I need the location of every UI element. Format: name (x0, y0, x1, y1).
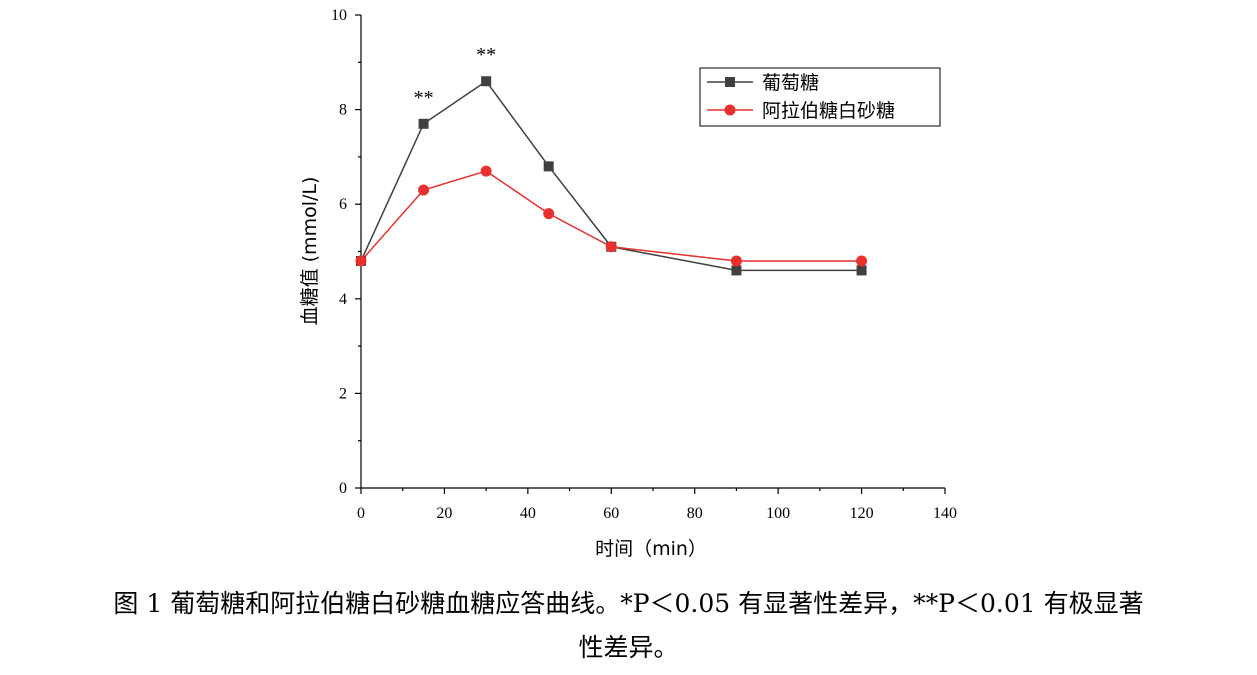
legend-label: 阿拉伯糖白砂糖 (762, 100, 895, 122)
y-axis-label: 血糖值 (mmol/L) (299, 177, 321, 326)
legend-box (699, 67, 941, 127)
series-2-point (543, 208, 555, 220)
series-2-point (355, 255, 367, 267)
x-tick-label: 40 (520, 505, 536, 522)
y-tick-label: 8 (339, 102, 347, 119)
y-tick-label: 10 (331, 7, 347, 24)
series-1-point (543, 161, 554, 172)
series-2-point (605, 241, 617, 253)
x-tick-label: 140 (933, 505, 957, 522)
legend-marker (724, 104, 736, 116)
x-axis-ticks: 0 20 40 60 80 100 120 140 (357, 488, 957, 522)
y-axis-ticks: 0 2 4 6 8 10 (331, 7, 361, 497)
x-tick-label: 60 (603, 505, 619, 522)
series-2-point (418, 184, 430, 196)
series-layer (355, 76, 868, 276)
significance-annotations: ** ** (414, 44, 497, 109)
legend-label: 葡萄糖 (762, 72, 819, 94)
y-tick-label: 0 (339, 480, 347, 497)
y-tick-label: 6 (339, 196, 347, 213)
series-1-point (856, 265, 867, 276)
x-tick-label: 20 (436, 505, 452, 522)
significance-marker: ** (414, 87, 434, 109)
x-tick-label: 120 (850, 505, 874, 522)
x-tick-label: 0 (357, 505, 365, 522)
x-tick-label: 80 (687, 505, 703, 522)
caption-line-1: 图 1 葡萄糖和阿拉伯糖白砂糖血糖应答曲线。*P＜0.05 有显著性差异，**P… (113, 589, 1144, 618)
series-1-point (481, 76, 492, 87)
y-tick-label: 4 (339, 291, 347, 308)
series-2-point (856, 255, 868, 267)
x-tick-label: 100 (766, 505, 790, 522)
series-1-point (731, 265, 742, 276)
x-axis-label: 时间（min） (595, 538, 707, 560)
significance-marker: ** (476, 44, 496, 66)
y-tick-label: 2 (339, 385, 347, 402)
caption-line-2: 性差异。 (578, 633, 679, 662)
series-2-point (480, 165, 492, 177)
figure-caption: 图 1 葡萄糖和阿拉伯糖白砂糖血糖应答曲线。*P＜0.05 有显著性差异，**P… (0, 582, 1257, 670)
series-2-point (730, 255, 742, 267)
legend-marker (725, 77, 735, 87)
series-1-point (418, 118, 429, 129)
